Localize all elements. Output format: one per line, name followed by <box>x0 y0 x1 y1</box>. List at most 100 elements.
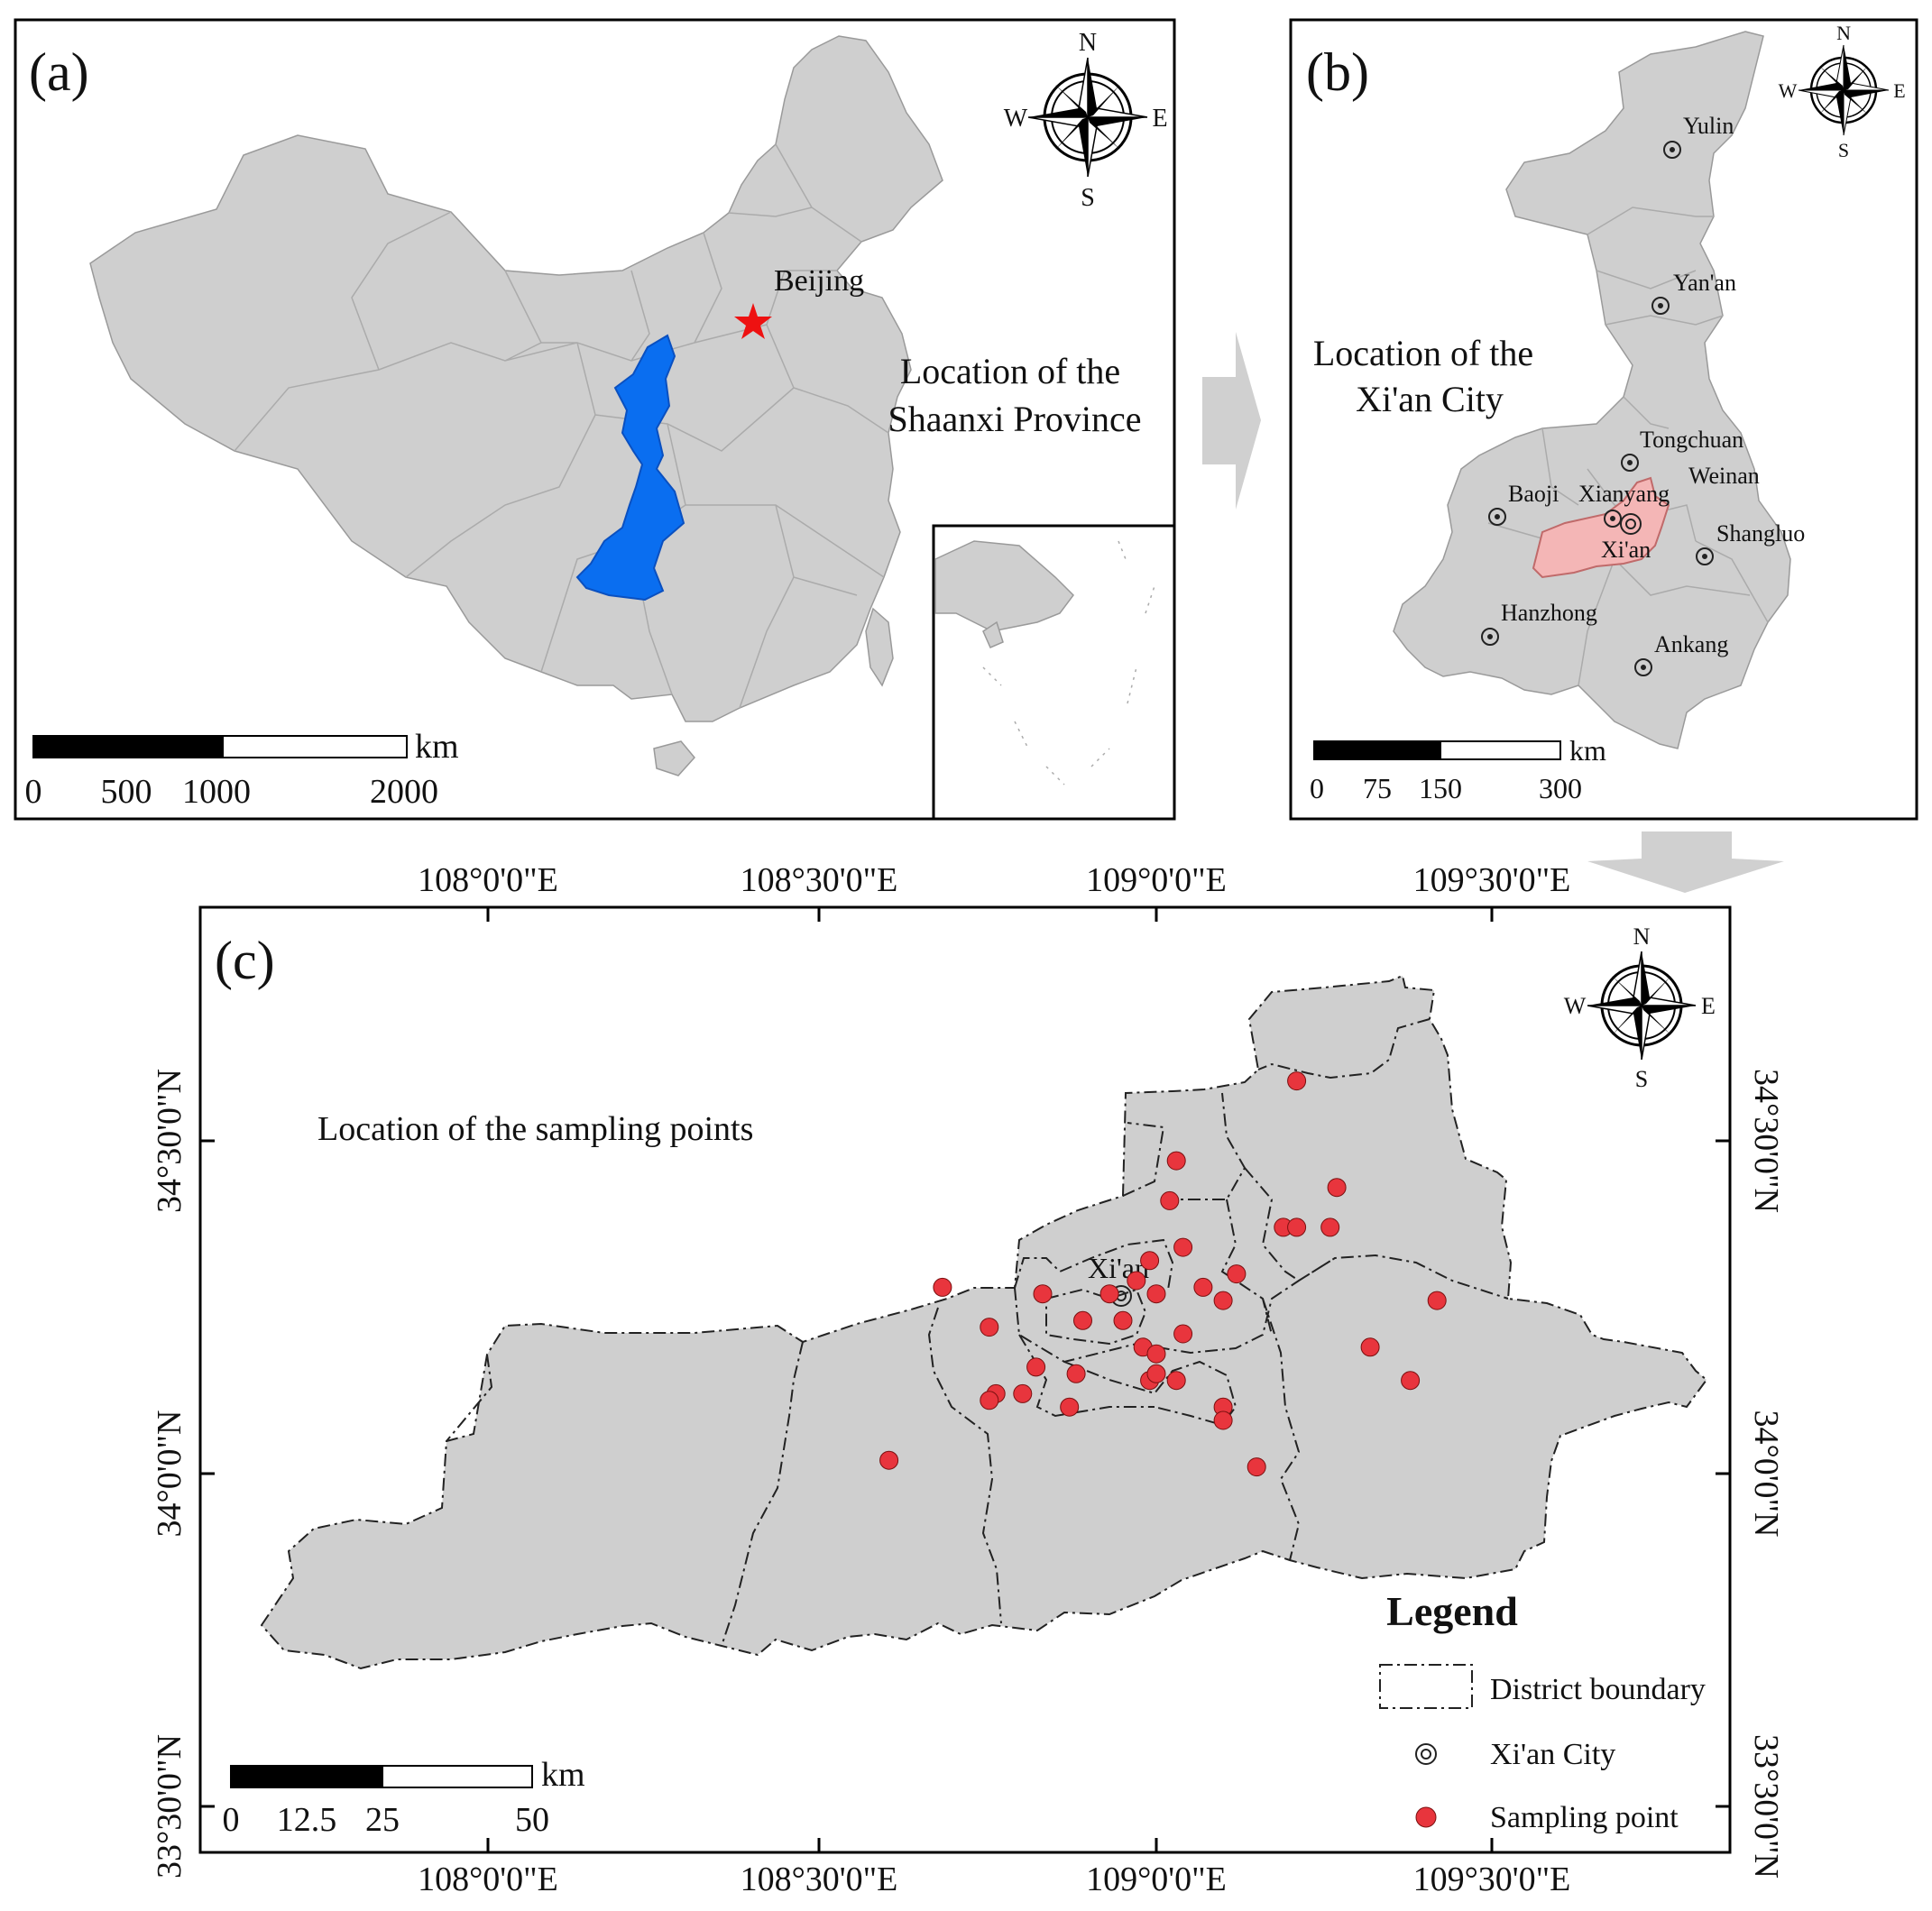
sampling-point-20 <box>1073 1310 1092 1330</box>
city-label-ankang: Ankang <box>1654 631 1728 657</box>
compass-c-s: S <box>1635 1066 1648 1092</box>
lon-bottom-1: 108°30'0"E <box>741 1860 898 1898</box>
panel-c-title: Location of the sampling points <box>317 1110 753 1148</box>
compass-c-n: N <box>1633 923 1651 950</box>
panel-b-title-line2: Xi'an City <box>1356 379 1504 419</box>
city-label-shangluo: Shangluo <box>1716 520 1805 547</box>
sampling-point-16 <box>1193 1277 1213 1297</box>
panel-b-title-line1: Location of the <box>1313 333 1533 373</box>
hainan-island <box>653 740 695 776</box>
scale-c-unit: km <box>541 1756 585 1794</box>
sampling-point-12 <box>1033 1284 1053 1304</box>
sampling-point-38 <box>879 1450 899 1470</box>
taiwan-island <box>865 607 894 687</box>
scale-b-tick-2: 150 <box>1419 772 1462 804</box>
lat-left-0: 34°30'0"N <box>151 1069 189 1213</box>
legend-title: Legend <box>1386 1588 1518 1634</box>
sampling-point-17 <box>1213 1291 1233 1310</box>
compass-b-n: N <box>1836 22 1851 44</box>
latitude-axis: 34°30'0"N 34°0'0"N 33°30'0"N 34°30'0"N 3… <box>151 1069 1785 1879</box>
panel-c-scale-bar: km 0 12.5 25 50 <box>223 1756 585 1839</box>
sampling-point-39 <box>1247 1457 1266 1477</box>
city-label-weinan: Weinan <box>1688 463 1760 489</box>
city-label-hanzhong: Hanzhong <box>1501 600 1597 626</box>
legend-sampling-dot <box>1415 1806 1437 1828</box>
sampling-point-6 <box>1287 1217 1307 1237</box>
beijing-label: Beijing <box>774 264 864 298</box>
compass-c-e: E <box>1701 993 1716 1019</box>
sampling-point-7 <box>1320 1217 1340 1237</box>
sampling-point-35 <box>1060 1397 1080 1417</box>
beijing-star-icon <box>734 303 772 339</box>
city-label-yulin: Yulin <box>1683 113 1734 139</box>
scale-b-tick-1: 75 <box>1363 772 1392 804</box>
legend-xian-label: Xi'an City <box>1490 1738 1615 1771</box>
lon-bottom-2: 109°0'0"E <box>1086 1860 1227 1898</box>
lon-top-0: 108°0'0"E <box>418 861 558 899</box>
sampling-point-32 <box>1013 1383 1033 1403</box>
sampling-point-1 <box>1287 1071 1307 1091</box>
sampling-points <box>879 1071 1447 1477</box>
scale-a-tick-2: 1000 <box>182 773 251 811</box>
sampling-point-18 <box>1427 1291 1447 1310</box>
lat-left-1: 34°0'0"N <box>151 1410 189 1538</box>
legend: Legend District boundary Xi'an City Samp… <box>1379 1588 1706 1834</box>
sampling-point-25 <box>1146 1344 1166 1364</box>
compass-rose-icon: N S E W <box>1779 22 1906 161</box>
sampling-point-19 <box>980 1318 999 1337</box>
sampling-point-3 <box>1327 1178 1347 1198</box>
scale-a-unit: km <box>415 728 459 766</box>
legend-sampling-label: Sampling point <box>1490 1801 1679 1834</box>
arrow-a-to-b-icon <box>1202 332 1261 510</box>
sampling-point-14 <box>1127 1271 1146 1291</box>
compass-w: W <box>1004 105 1028 133</box>
sampling-point-23 <box>1360 1337 1380 1357</box>
panel-a: Beijing (a) Location of the Shaanxi Prov… <box>14 18 1176 821</box>
panel-b: Yulin Yan'an Tongchuan Weinan Baoji Xian… <box>1289 18 1918 821</box>
compass-rose-icon: N S E W <box>1564 923 1716 1092</box>
sampling-point-21 <box>1113 1310 1133 1330</box>
arrow-b-to-c-icon <box>1587 831 1784 893</box>
compass-rose-icon: N S E W <box>1004 29 1168 212</box>
scale-b-tick-3: 300 <box>1539 772 1582 804</box>
south-china-sea-inset <box>932 524 1176 821</box>
panel-a-label: (a) <box>29 42 89 102</box>
sampling-point-11 <box>933 1277 952 1297</box>
sampling-point-8 <box>1173 1237 1193 1257</box>
sampling-point-31 <box>1401 1371 1421 1391</box>
lon-top-3: 109°30'0"E <box>1413 861 1571 899</box>
sampling-point-30 <box>1166 1371 1186 1391</box>
compass-b-s: S <box>1838 139 1849 161</box>
compass-b-w: W <box>1779 79 1798 102</box>
scale-a-tick-3: 2000 <box>370 773 438 811</box>
shaanxi-map <box>1393 31 1791 749</box>
city-label-yanan: Yan'an <box>1673 270 1736 296</box>
city-markers <box>1481 141 1714 676</box>
lat-left-2: 33°30'0"N <box>151 1734 189 1879</box>
panel-a-title-line2: Shaanxi Province <box>888 399 1141 439</box>
compass-b-e: E <box>1893 79 1905 102</box>
panel-c-label: (c) <box>215 931 275 990</box>
sampling-point-22 <box>1173 1324 1193 1344</box>
sampling-point-27 <box>1066 1364 1086 1383</box>
panel-a-scale-bar: km 0 500 1000 2000 <box>25 728 459 811</box>
lon-top-1: 108°30'0"E <box>741 861 898 899</box>
scale-b-tick-0: 0 <box>1310 772 1324 804</box>
district-boundaries <box>446 1018 1509 1647</box>
compass-n: N <box>1079 29 1097 57</box>
china-landmass <box>89 35 943 722</box>
lat-right-2: 33°30'0"N <box>1747 1734 1785 1879</box>
panel-b-scale-bar: km 0 75 150 300 <box>1310 734 1606 804</box>
lat-right-0: 34°30'0"N <box>1747 1069 1785 1213</box>
city-label-tongchuan: Tongchuan <box>1640 427 1743 453</box>
longitude-axis: 108°0'0"E 108°30'0"E 109°0'0"E 109°30'0"… <box>418 861 1570 1898</box>
panel-c: Xi'an (c) Location of the sampling point… <box>151 861 1785 1898</box>
xian-district-highlight <box>1532 476 1670 579</box>
sampling-point-37 <box>1213 1410 1233 1430</box>
legend-xian-city-icon <box>1415 1743 1437 1765</box>
lon-bottom-3: 109°30'0"E <box>1413 1860 1571 1898</box>
sampling-point-34 <box>980 1391 999 1410</box>
scale-c-tick-0: 0 <box>223 1801 240 1839</box>
scale-a-tick-1: 500 <box>101 773 152 811</box>
